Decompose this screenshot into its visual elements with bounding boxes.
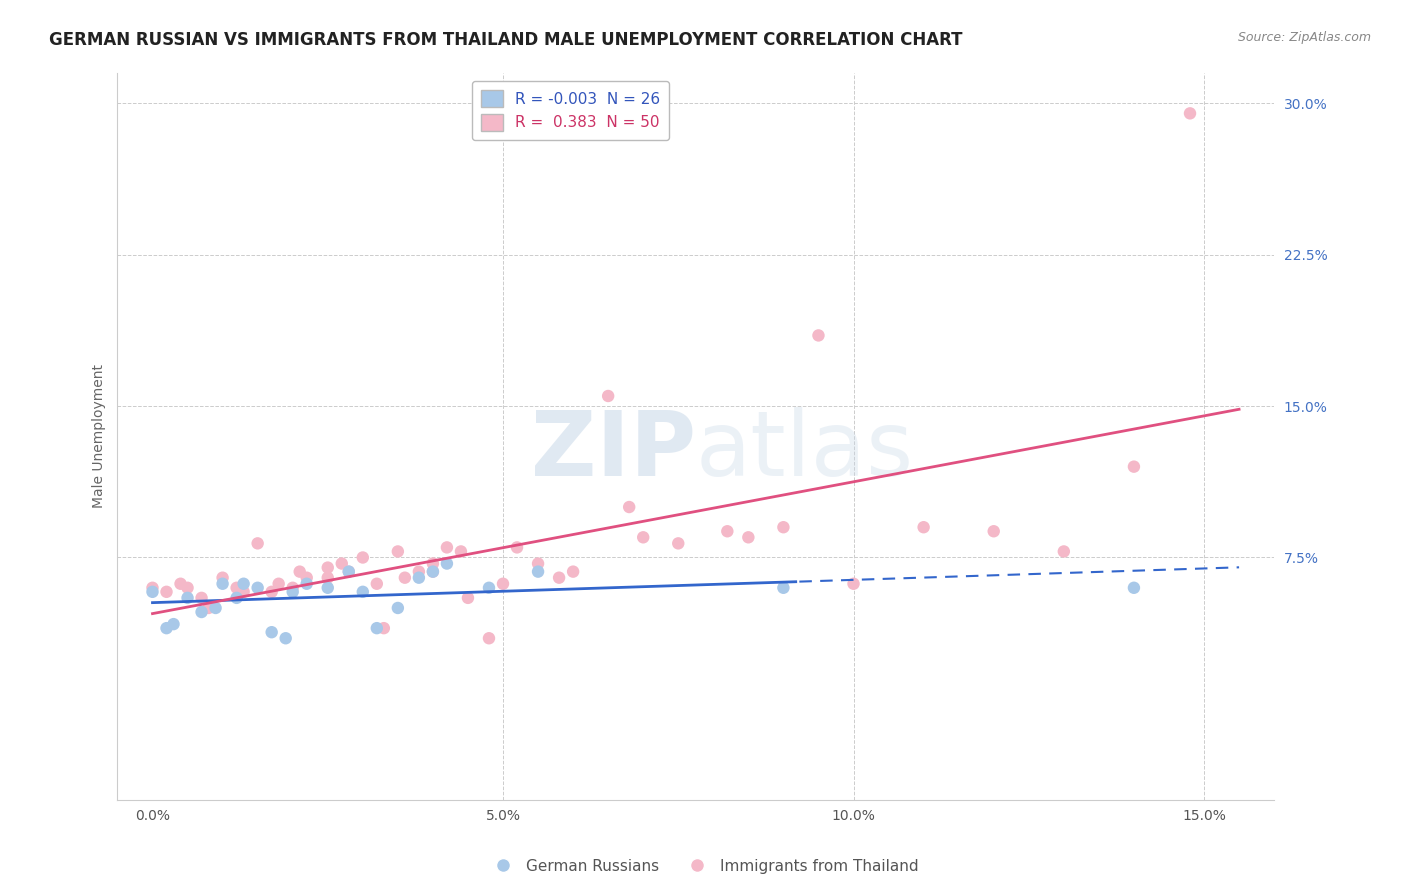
- Point: [478, 632, 501, 646]
- Point: [366, 621, 388, 635]
- Point: [1122, 581, 1144, 595]
- Point: [1053, 544, 1076, 558]
- Point: [506, 541, 529, 555]
- Point: [190, 591, 212, 605]
- Point: [176, 591, 198, 605]
- Point: [169, 576, 191, 591]
- Point: [260, 584, 283, 599]
- Point: [162, 617, 184, 632]
- Point: [274, 632, 297, 646]
- Point: [225, 581, 247, 595]
- Point: [631, 530, 654, 544]
- Point: [436, 541, 458, 555]
- Point: [246, 581, 269, 595]
- Point: [408, 565, 430, 579]
- Point: [562, 565, 585, 579]
- Point: [387, 544, 409, 558]
- Point: [141, 584, 163, 599]
- Point: [141, 581, 163, 595]
- Text: atlas: atlas: [696, 407, 914, 495]
- Point: [450, 544, 472, 558]
- Point: [1178, 106, 1201, 120]
- Point: [155, 584, 177, 599]
- Point: [337, 565, 360, 579]
- Point: [492, 576, 515, 591]
- Point: [527, 557, 550, 571]
- Point: [619, 500, 641, 514]
- Y-axis label: Male Unemployment: Male Unemployment: [93, 364, 107, 508]
- Point: [316, 560, 339, 574]
- Point: [352, 550, 374, 565]
- Point: [176, 581, 198, 595]
- Point: [387, 601, 409, 615]
- Point: [422, 565, 444, 579]
- Point: [716, 524, 738, 539]
- Point: [295, 576, 318, 591]
- Point: [232, 576, 254, 591]
- Point: [366, 576, 388, 591]
- Point: [211, 576, 233, 591]
- Point: [598, 389, 620, 403]
- Point: [197, 601, 219, 615]
- Point: [394, 571, 416, 585]
- Point: [436, 557, 458, 571]
- Point: [281, 584, 304, 599]
- Text: ZIP: ZIP: [530, 407, 696, 495]
- Legend: R = -0.003  N = 26, R =  0.383  N = 50: R = -0.003 N = 26, R = 0.383 N = 50: [472, 80, 669, 140]
- Text: Source: ZipAtlas.com: Source: ZipAtlas.com: [1237, 31, 1371, 45]
- Point: [211, 571, 233, 585]
- Point: [288, 565, 311, 579]
- Point: [527, 565, 550, 579]
- Point: [267, 576, 290, 591]
- Point: [772, 520, 794, 534]
- Point: [807, 328, 830, 343]
- Point: [225, 591, 247, 605]
- Point: [666, 536, 689, 550]
- Point: [1122, 459, 1144, 474]
- Point: [737, 530, 759, 544]
- Point: [316, 581, 339, 595]
- Point: [330, 557, 353, 571]
- Point: [260, 625, 283, 640]
- Point: [457, 591, 479, 605]
- Point: [983, 524, 1005, 539]
- Point: [246, 536, 269, 550]
- Point: [373, 621, 395, 635]
- Point: [772, 581, 794, 595]
- Point: [204, 601, 226, 615]
- Point: [842, 576, 865, 591]
- Point: [232, 584, 254, 599]
- Point: [295, 571, 318, 585]
- Point: [316, 571, 339, 585]
- Point: [337, 565, 360, 579]
- Point: [155, 621, 177, 635]
- Point: [408, 571, 430, 585]
- Point: [478, 581, 501, 595]
- Point: [281, 581, 304, 595]
- Point: [912, 520, 935, 534]
- Legend: German Russians, Immigrants from Thailand: German Russians, Immigrants from Thailan…: [481, 853, 925, 880]
- Point: [422, 565, 444, 579]
- Point: [422, 557, 444, 571]
- Point: [190, 605, 212, 619]
- Point: [548, 571, 571, 585]
- Point: [352, 584, 374, 599]
- Text: GERMAN RUSSIAN VS IMMIGRANTS FROM THAILAND MALE UNEMPLOYMENT CORRELATION CHART: GERMAN RUSSIAN VS IMMIGRANTS FROM THAILA…: [49, 31, 963, 49]
